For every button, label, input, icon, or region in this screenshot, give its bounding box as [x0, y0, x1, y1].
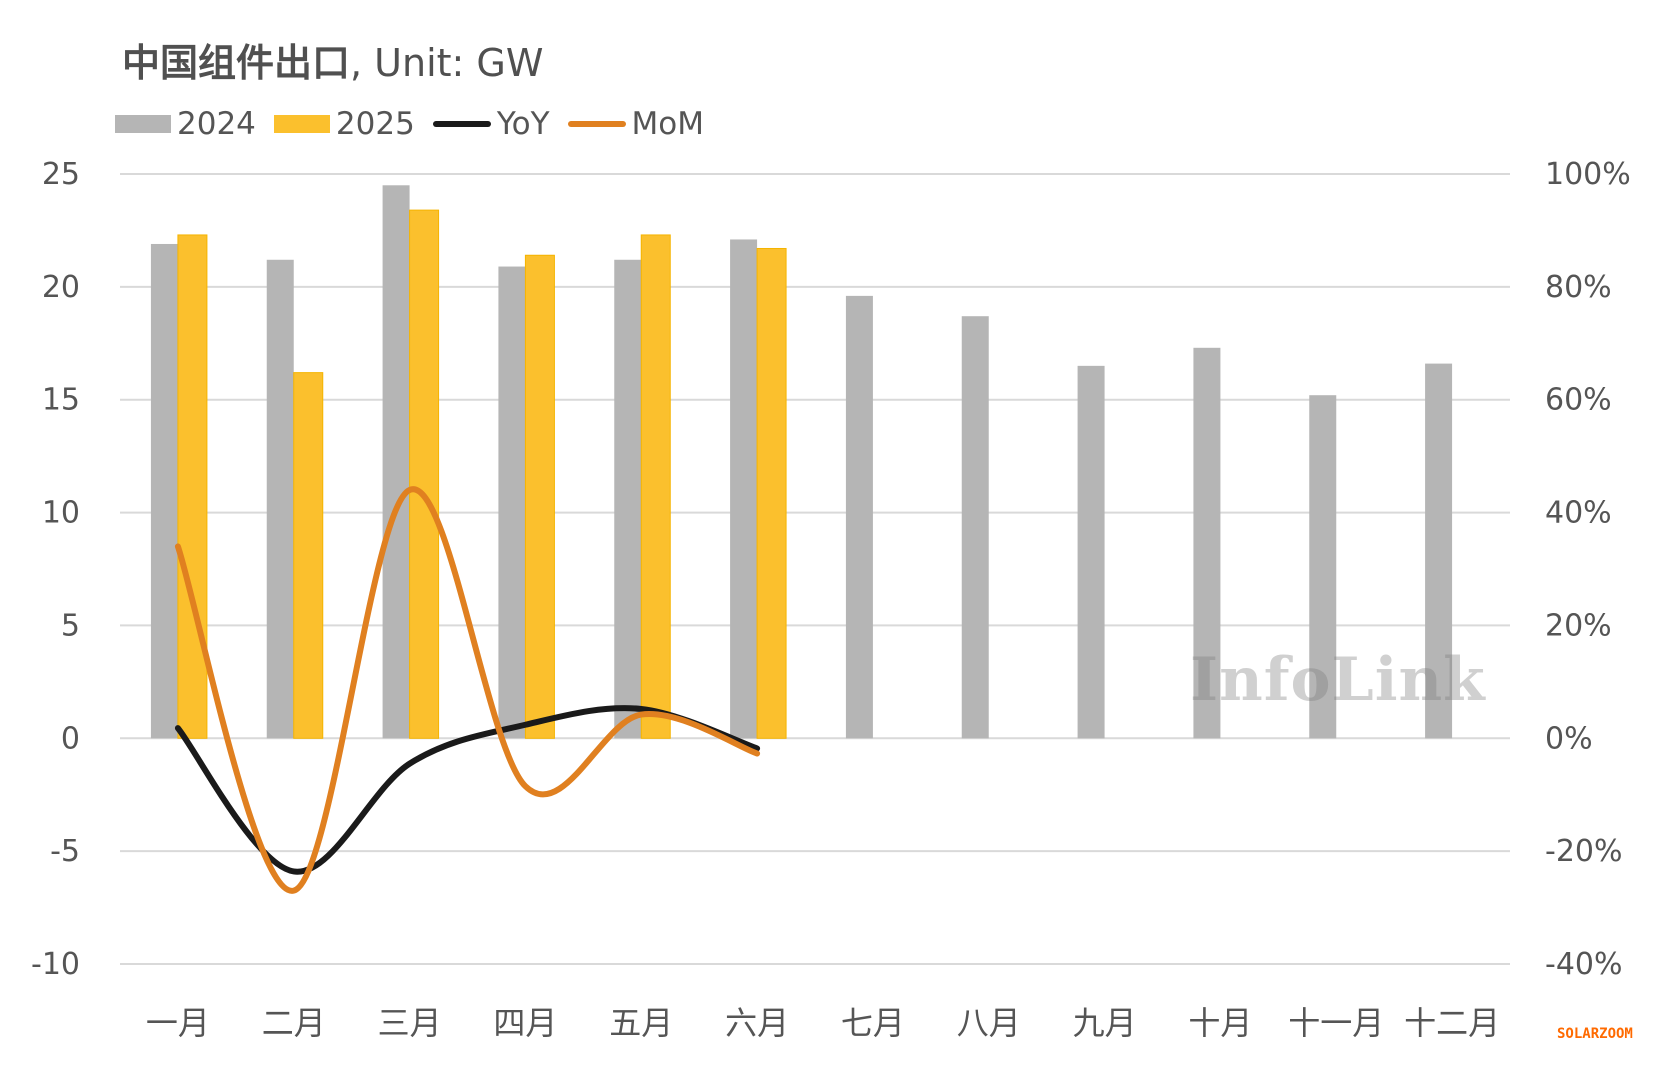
y-right-tick-label: -20%	[1545, 834, 1623, 869]
bar-2025	[640, 234, 671, 739]
y-left-tick-label: -5	[50, 834, 80, 869]
y-left-tick-label: 0	[61, 721, 80, 756]
source-mark: SOLARZOOM	[1557, 1026, 1633, 1042]
x-tick-label: 八月	[957, 1004, 1021, 1042]
legend-label: 2024	[177, 106, 256, 142]
y-left-tick-label: 15	[42, 383, 80, 418]
x-tick-label: 一月	[146, 1004, 210, 1042]
y-right-tick-label: 60%	[1545, 383, 1612, 418]
legend-label: 2025	[335, 106, 415, 142]
bar-2024	[1309, 395, 1337, 739]
y-left-tick-label: 5	[61, 608, 80, 643]
legend-line	[567, 121, 626, 127]
y-right-tick-label: 100%	[1545, 157, 1631, 192]
bar-2024	[614, 259, 642, 739]
legend-line	[432, 121, 491, 127]
x-tick-label: 十一月	[1288, 1004, 1384, 1042]
bar-2024	[961, 316, 989, 739]
bar-2024	[498, 266, 526, 739]
y-right-tick-label: 40%	[1545, 496, 1612, 531]
bar-2025	[177, 234, 208, 739]
legend-item-yoy: YoY	[432, 106, 550, 142]
x-tick-label: 七月	[841, 1004, 905, 1042]
bar-2025	[756, 247, 787, 739]
y-left-tick-label: -10	[31, 947, 80, 982]
legend-item-mom: MoM	[567, 106, 705, 142]
bar-2024	[1193, 347, 1221, 739]
chart-title: 中国组件出口, Unit: GW	[122, 32, 543, 87]
y-left-tick-label: 20	[42, 270, 80, 305]
bar-2025	[524, 254, 555, 739]
bar-2024	[845, 295, 873, 739]
x-tick-label: 二月	[262, 1004, 326, 1042]
legend-swatch	[273, 115, 330, 133]
bar-2024	[730, 239, 758, 739]
y-right-tick-label: 0%	[1545, 721, 1593, 756]
x-tick-label: 十二月	[1404, 1004, 1500, 1042]
bar-2024	[150, 243, 178, 739]
x-tick-label: 十月	[1188, 1004, 1252, 1042]
legend: 2024 2025 YoY MoM	[115, 106, 722, 142]
bar-2025	[293, 372, 324, 739]
x-tick-label: 九月	[1073, 1004, 1137, 1042]
y-left-tick-label: 25	[42, 157, 80, 192]
mom-line	[174, 486, 761, 894]
bar-2024	[382, 185, 410, 739]
title-zh: 中国组件出口	[122, 41, 351, 85]
legend-swatch	[115, 115, 171, 133]
bar-2024	[1077, 365, 1105, 739]
bar-2024	[1425, 363, 1453, 739]
y-right-tick-label: 20%	[1545, 608, 1612, 643]
bar-2024	[266, 259, 294, 739]
legend-label: YoY	[496, 106, 550, 142]
y-right-tick-label: -40%	[1545, 947, 1623, 982]
title-unit: , Unit: GW	[350, 41, 544, 85]
legend-label: MoM	[631, 106, 705, 142]
bar-2025	[409, 209, 440, 739]
y-right-tick-label: 80%	[1545, 270, 1612, 305]
y-left-tick-label: 10	[42, 496, 80, 531]
x-tick-label: 四月	[493, 1004, 557, 1042]
legend-item-2025: 2025	[273, 106, 415, 142]
x-tick-label: 三月	[378, 1004, 442, 1042]
x-tick-label: 五月	[609, 1004, 673, 1042]
watermark: InfoLink	[1190, 645, 1486, 715]
legend-item-2024: 2024	[115, 106, 256, 142]
x-tick-label: 六月	[725, 1004, 789, 1042]
